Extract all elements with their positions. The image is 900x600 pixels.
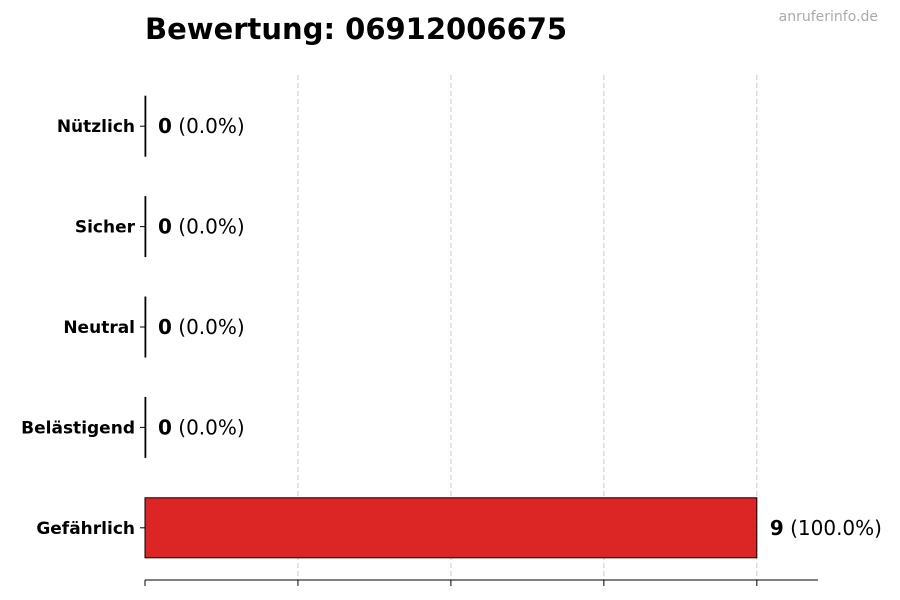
data-label-percent: (0.0%)	[172, 415, 245, 439]
y-tick-label: Belästigend	[21, 418, 135, 438]
watermark: anruferinfo.de	[778, 9, 878, 25]
bar	[144, 497, 758, 559]
data-label-percent: (0.0%)	[172, 114, 245, 138]
data-label: 0 (0.0%)	[158, 215, 245, 239]
data-label-value: 0	[158, 114, 172, 138]
y-tick-label: Nützlich	[57, 117, 135, 137]
data-label: 9 (100.0%)	[770, 516, 882, 540]
data-label: 0 (0.0%)	[158, 114, 245, 138]
data-label-value: 0	[158, 215, 172, 239]
data-label-percent: (0.0%)	[172, 215, 245, 239]
data-label: 0 (0.0%)	[158, 415, 245, 439]
bar	[144, 95, 147, 157]
data-label: 0 (0.0%)	[158, 315, 245, 339]
data-label-value: 9	[770, 516, 784, 540]
data-label-value: 0	[158, 315, 172, 339]
bar	[144, 296, 147, 358]
y-tick-label: Gefährlich	[36, 519, 135, 539]
y-tick-label: Neutral	[63, 318, 135, 338]
data-label-percent: (0.0%)	[172, 315, 245, 339]
y-tick-label: Sicher	[75, 218, 136, 238]
data-label-percent: (100.0%)	[784, 516, 882, 540]
chart-title: Bewertung: 06912006675	[145, 12, 568, 46]
data-label-value: 0	[158, 415, 172, 439]
bar	[144, 196, 147, 258]
bar	[144, 396, 147, 458]
